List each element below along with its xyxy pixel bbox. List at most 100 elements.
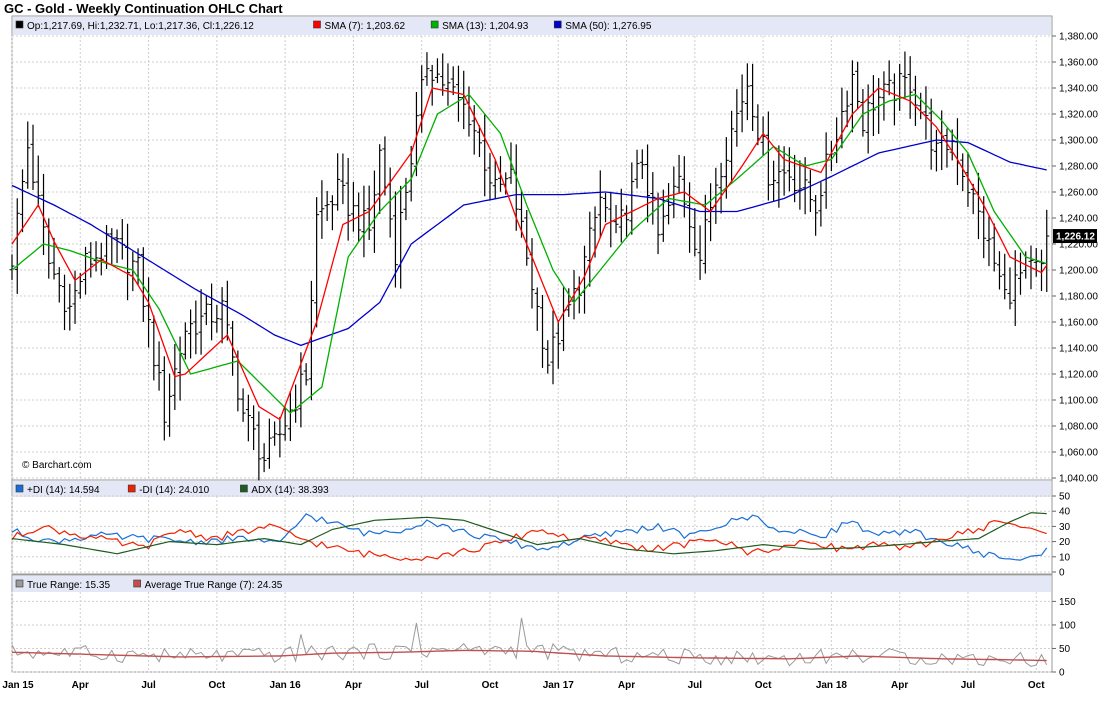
chart-title: GC - Gold - Weekly Continuation OHLC Cha… bbox=[4, 1, 283, 16]
ohlc-bar bbox=[912, 75, 918, 126]
ohlc-bar bbox=[266, 418, 272, 469]
ohlc-bar bbox=[83, 246, 89, 295]
ohlc-bar bbox=[30, 124, 36, 190]
ohlc-bar bbox=[445, 63, 451, 106]
ohlc-bar bbox=[1007, 267, 1013, 310]
legend-swatch-ohlc bbox=[15, 20, 24, 29]
ohlc-bar bbox=[671, 166, 677, 219]
ohlc-bar bbox=[167, 373, 173, 437]
ohlc-bar bbox=[93, 241, 99, 272]
ohlc-bar bbox=[744, 63, 750, 121]
ohlc-bar bbox=[555, 320, 561, 369]
ohlc-bar bbox=[860, 88, 866, 137]
ohlc-bar bbox=[881, 71, 887, 121]
ohlc-bar bbox=[933, 129, 939, 172]
ohlc-bar bbox=[660, 189, 666, 242]
axis-labels: Jan 15 Apr Jul Oct Jan 16 Apr Jul Oct Jan 17 Apr J… bbox=[2, 32, 1098, 692]
ohlc-bar bbox=[440, 53, 446, 96]
ohlc-bar bbox=[734, 89, 740, 147]
ohlc-bar bbox=[718, 162, 724, 214]
ohlc-bar bbox=[603, 192, 609, 223]
ohlc-bar bbox=[188, 309, 194, 359]
ohlc-bar bbox=[944, 128, 950, 168]
ohlc-bar bbox=[786, 147, 792, 192]
y-tick-label: 1,180.00 bbox=[1059, 292, 1098, 303]
legend-label-atr: Average True Range (7): 24.35 bbox=[145, 580, 283, 591]
y-tick-label: 50 bbox=[1059, 644, 1071, 655]
ohlc-bar bbox=[813, 195, 819, 236]
ohlc-bar bbox=[870, 75, 876, 137]
ohlc-bar bbox=[970, 183, 976, 215]
ohlc-bar bbox=[314, 197, 320, 328]
svg-text:1,226.12: 1,226.12 bbox=[1056, 232, 1095, 243]
ohlc-bar bbox=[256, 411, 262, 481]
y-tick-label: 1,140.00 bbox=[1059, 344, 1098, 355]
legend-label-tr: True Range: 15.35 bbox=[27, 580, 110, 591]
ohlc-bar bbox=[776, 145, 782, 208]
ohlc-bar bbox=[377, 144, 383, 214]
y-tick-label: 1,200.00 bbox=[1059, 266, 1098, 277]
ohlc-bar bbox=[193, 300, 199, 355]
ohlc-bar bbox=[550, 310, 556, 385]
x-tick-label: Jul bbox=[414, 680, 429, 691]
ohlc-bar bbox=[203, 295, 209, 326]
y-tick-label: 1,040.00 bbox=[1059, 474, 1098, 485]
ohlc-bar bbox=[697, 225, 703, 280]
legend-label-ohlc: Op:1,217.69, Hi:1,232.71, Lo:1,217.36, C… bbox=[27, 21, 254, 32]
y-tick-label: 1,120.00 bbox=[1059, 370, 1098, 381]
ohlc-bar bbox=[981, 196, 987, 259]
ohlc-bar bbox=[687, 182, 693, 253]
ohlc-bar bbox=[629, 162, 635, 235]
price-panel[interactable]: 1,226.12 bbox=[9, 51, 1098, 481]
ohlc-bar bbox=[41, 173, 47, 256]
ohlc-bar bbox=[350, 182, 356, 232]
ohlc-bar bbox=[156, 341, 162, 391]
x-tick-label: Jul bbox=[688, 680, 703, 691]
ohlc-bar bbox=[361, 185, 367, 258]
legend-swatch-tr bbox=[15, 579, 24, 588]
legend-swatch-pdi bbox=[15, 484, 24, 493]
ohlc-bar bbox=[114, 229, 120, 264]
x-tick-label: Jan 16 bbox=[270, 680, 302, 691]
y-tick-label: 1,160.00 bbox=[1059, 318, 1098, 329]
ohlc-bar bbox=[487, 153, 493, 200]
ohlc-bar bbox=[823, 132, 829, 209]
ohlc-bar bbox=[991, 223, 997, 272]
ohlc-bar bbox=[77, 273, 83, 299]
x-tick-label: Oct bbox=[209, 680, 226, 691]
ohlc-bar bbox=[282, 406, 288, 441]
x-tick-label: Oct bbox=[1028, 680, 1045, 691]
y-tick-label: 1,300.00 bbox=[1059, 136, 1098, 147]
ohlc-bar bbox=[807, 169, 813, 212]
legend-swatch-sma7 bbox=[313, 20, 321, 29]
ohlc-bar bbox=[534, 287, 540, 331]
tr-legend-bar bbox=[13, 576, 1051, 592]
dmi-panel[interactable] bbox=[11, 512, 1048, 561]
y-tick-label: 10 bbox=[1059, 552, 1071, 563]
y-tick-label: 1,060.00 bbox=[1059, 448, 1098, 459]
sma50-line bbox=[11, 139, 1047, 347]
ohlc-bar bbox=[907, 56, 913, 119]
y-tick-label: 1,360.00 bbox=[1059, 58, 1098, 69]
ohlc-bar bbox=[261, 443, 267, 473]
y-tick-label: 1,380.00 bbox=[1059, 32, 1098, 43]
y-tick-label: 0 bbox=[1059, 568, 1065, 579]
true-range-panel[interactable] bbox=[11, 617, 1048, 667]
ohlc-bar bbox=[597, 170, 603, 238]
ohlc-bar bbox=[335, 153, 341, 211]
ohlc-bar bbox=[146, 277, 152, 348]
y-tick-label: 100 bbox=[1059, 620, 1076, 631]
y-tick-label: 20 bbox=[1059, 537, 1071, 548]
ohlc-bar bbox=[545, 340, 551, 374]
ohlc-bar bbox=[303, 363, 309, 386]
ohlc-bar bbox=[645, 144, 651, 223]
ohlc-bar bbox=[923, 86, 929, 140]
ohlc-bar bbox=[392, 191, 398, 288]
atr-line bbox=[11, 649, 1047, 662]
ohlc-bar bbox=[434, 58, 440, 84]
x-tick-label: Jan 18 bbox=[816, 680, 848, 691]
ohlc-bar bbox=[224, 280, 230, 341]
ohlc-bar bbox=[424, 52, 430, 86]
legend-swatch-adx bbox=[240, 484, 248, 493]
